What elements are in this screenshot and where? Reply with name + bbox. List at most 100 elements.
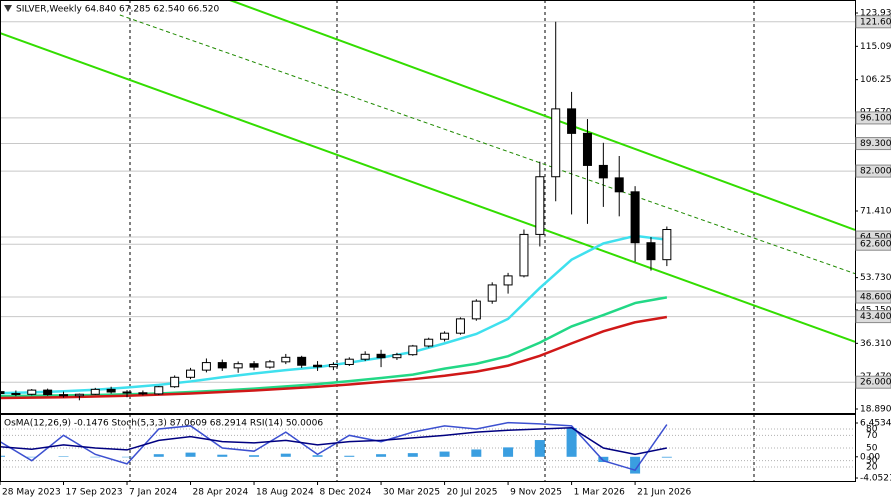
osma-bar bbox=[630, 456, 641, 474]
osma-bar bbox=[26, 456, 37, 458]
candle-body bbox=[106, 388, 116, 393]
candle-body bbox=[598, 164, 608, 179]
y-tick-label: 6.45346 bbox=[860, 418, 891, 428]
osma-bar bbox=[534, 440, 545, 457]
moving-average bbox=[0, 315, 668, 400]
indicator-frame bbox=[0, 414, 856, 482]
candle-body bbox=[74, 393, 84, 397]
y2-tick-label: 20 bbox=[866, 463, 878, 473]
level-box bbox=[855, 237, 891, 251]
candle-body bbox=[551, 108, 561, 178]
level-box bbox=[855, 111, 891, 125]
candle-body bbox=[0, 391, 5, 395]
candle-body bbox=[376, 353, 386, 359]
osma-bar bbox=[217, 454, 228, 457]
candle-body bbox=[233, 363, 243, 369]
x-tick-label: 7 Jan 2024 bbox=[129, 488, 177, 498]
candle-body bbox=[487, 284, 497, 302]
x-tick-label: 17 Sep 2023 bbox=[66, 488, 123, 498]
candle-body bbox=[360, 353, 370, 360]
level-label: 89.300 bbox=[860, 139, 891, 149]
candle-body bbox=[27, 389, 37, 395]
menu-icon[interactable] bbox=[4, 5, 12, 12]
candle-body bbox=[614, 177, 624, 193]
osma-bar bbox=[153, 454, 164, 457]
oscillator-line bbox=[0, 421, 668, 472]
candle-body bbox=[170, 376, 180, 388]
candle-body bbox=[43, 389, 53, 396]
candle-body bbox=[297, 356, 307, 366]
y-tick-label: 115.090 bbox=[860, 42, 891, 52]
trendline bbox=[0, 32, 856, 343]
level-box bbox=[855, 164, 891, 178]
y-tick-label: 123.930 bbox=[860, 9, 891, 19]
trendline bbox=[119, 14, 856, 275]
x-tick-label: 21 Jun 2026 bbox=[637, 488, 691, 498]
x-tick-label: 9 Nov 2025 bbox=[510, 488, 562, 498]
osma-bar bbox=[122, 456, 133, 458]
y-tick-label: 36.310 bbox=[860, 339, 891, 349]
level-label: 43.400 bbox=[860, 312, 891, 322]
level-label: 82.000 bbox=[860, 167, 891, 177]
candle-body bbox=[154, 386, 164, 395]
candle-body bbox=[201, 362, 211, 371]
y-tick-label: 106.250 bbox=[860, 75, 891, 85]
candle-body bbox=[408, 345, 418, 356]
level-label: 121.600 bbox=[860, 17, 891, 27]
indicator-pane bbox=[0, 421, 855, 474]
candle-body bbox=[440, 332, 450, 340]
moving-average bbox=[0, 296, 668, 398]
candle-body bbox=[392, 354, 402, 359]
osma-bar bbox=[0, 455, 5, 457]
x-tick-label: 28 Apr 2024 bbox=[193, 488, 249, 498]
level-label: 96.100 bbox=[860, 113, 891, 123]
candle-body bbox=[249, 363, 259, 368]
x-tick-label: 8 Dec 2024 bbox=[320, 488, 372, 498]
x-tick-label: 30 Mar 2025 bbox=[383, 488, 440, 498]
osma-bar bbox=[503, 447, 514, 457]
candle-body bbox=[122, 391, 132, 394]
level-box bbox=[855, 310, 891, 324]
candle-body bbox=[138, 392, 148, 395]
y2-tick-label: 80 bbox=[866, 424, 878, 434]
osma-bar bbox=[312, 455, 323, 457]
osma-bar bbox=[58, 456, 69, 457]
osma-bar bbox=[471, 449, 482, 457]
candle-body bbox=[217, 362, 227, 369]
candle-body bbox=[186, 369, 196, 378]
candle-body bbox=[567, 108, 577, 134]
candle-body bbox=[344, 358, 354, 365]
y-tick-label: 18.890 bbox=[860, 405, 891, 415]
y2-tick-label: 70 bbox=[866, 431, 878, 441]
osma-bar bbox=[185, 452, 196, 457]
candle-body bbox=[328, 363, 338, 368]
osma-bar bbox=[407, 453, 418, 457]
osma-bar bbox=[439, 451, 450, 457]
level-label: 26.000 bbox=[860, 378, 891, 388]
level-label: 62.600 bbox=[860, 240, 891, 250]
candle-body bbox=[424, 338, 434, 347]
level-box bbox=[855, 15, 891, 29]
candle-body bbox=[519, 233, 529, 277]
candle-body bbox=[455, 318, 465, 334]
osma-bar bbox=[661, 456, 672, 458]
candle-body bbox=[582, 132, 592, 166]
y-tick-label: 71.410 bbox=[860, 207, 891, 217]
level-box bbox=[855, 375, 891, 389]
y-tick-label: 53.730 bbox=[860, 273, 891, 283]
candle-body bbox=[313, 364, 323, 368]
level-box bbox=[855, 137, 891, 151]
y2-tick-label: 50 bbox=[866, 444, 878, 454]
candle-body bbox=[471, 300, 481, 320]
y2-tick-label: 30 bbox=[866, 456, 878, 466]
candle-body bbox=[630, 191, 640, 244]
x-tick-label: 1 Mar 2026 bbox=[574, 488, 626, 498]
price-pane bbox=[0, 0, 856, 401]
level-box bbox=[855, 290, 891, 304]
candle-body bbox=[265, 361, 275, 368]
x-tick-label: 20 Jul 2025 bbox=[447, 488, 498, 498]
indicator-title: OsMA(12,26,9) -0.1476 Stoch(5,3,3) 87.06… bbox=[4, 419, 323, 429]
candle-body bbox=[281, 356, 291, 363]
osma-bar bbox=[344, 455, 355, 457]
